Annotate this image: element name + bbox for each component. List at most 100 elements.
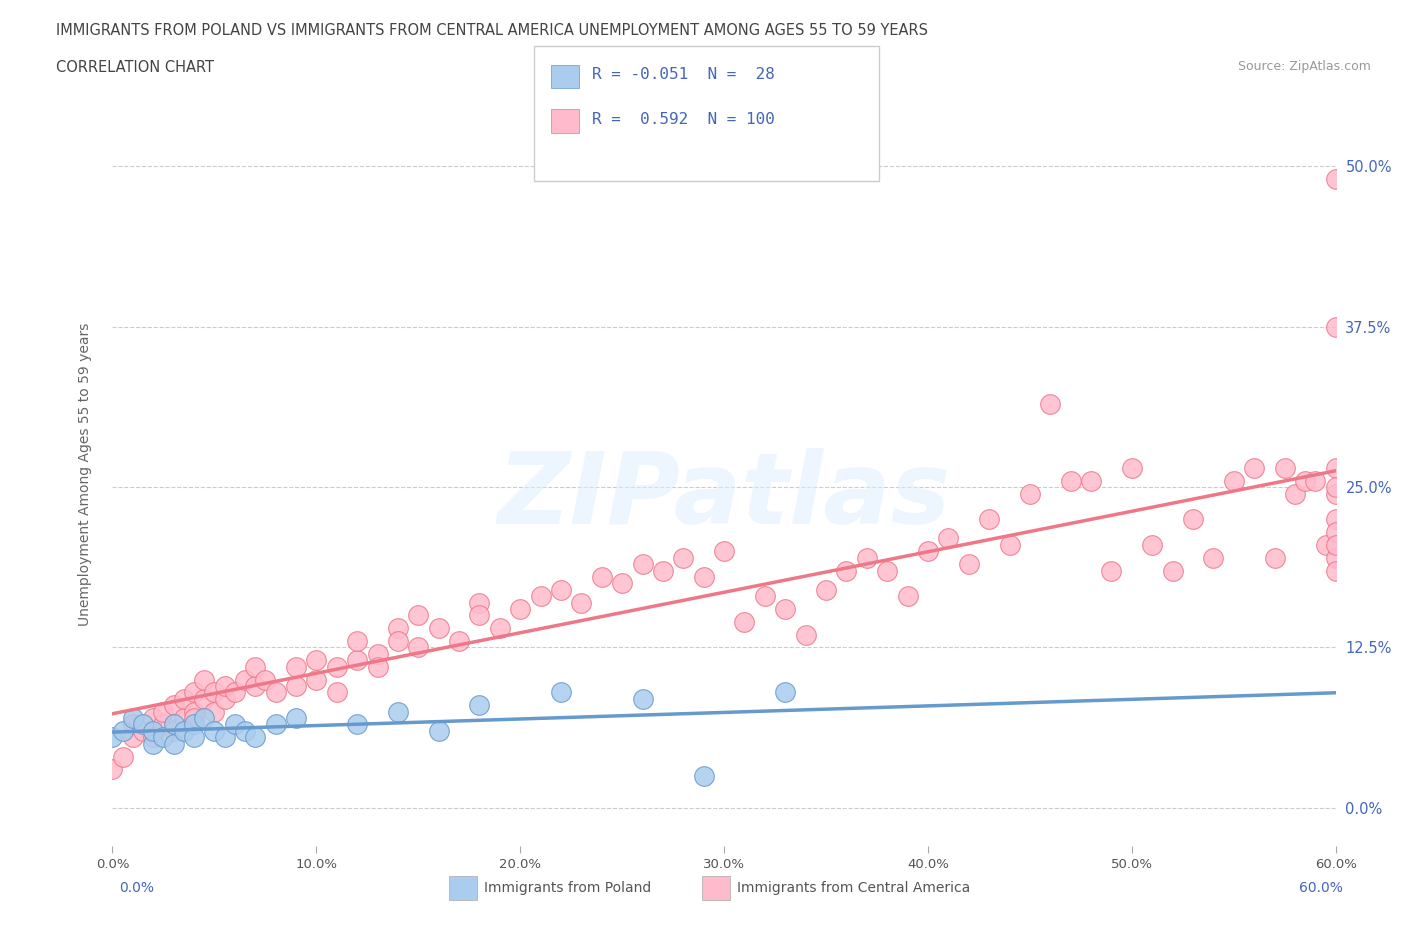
Text: R = -0.051  N =  28: R = -0.051 N = 28 [592,67,775,82]
Point [631,691,654,706]
Point [1324,512,1347,526]
Point [193,711,215,725]
Point [305,653,328,668]
Point [183,717,205,732]
Point [346,653,368,668]
Point [224,684,246,699]
Point [152,730,174,745]
Point [122,730,145,745]
Point [1099,563,1122,578]
Y-axis label: Unemployment Among Ages 55 to 59 years: Unemployment Among Ages 55 to 59 years [77,323,91,626]
Point [326,659,349,674]
Point [775,684,797,699]
Point [897,589,920,604]
Point [408,608,430,623]
Point [387,704,409,719]
Point [693,569,716,584]
Point [1080,473,1102,488]
Text: Immigrants from Central America: Immigrants from Central America [737,881,970,896]
Point [366,646,388,661]
Point [1324,319,1347,334]
Point [1202,551,1225,565]
Point [1324,563,1347,578]
Point [173,691,195,706]
Text: Immigrants from Poland: Immigrants from Poland [484,881,651,896]
Point [122,711,145,725]
Point [233,724,256,738]
Point [794,627,817,642]
Point [591,569,613,584]
Point [672,551,695,565]
Point [204,724,226,738]
Point [366,659,388,674]
Text: 60.0%: 60.0% [1299,881,1343,896]
Point [214,691,236,706]
Point [610,576,633,591]
Point [408,640,430,655]
Point [979,512,1001,526]
Point [284,711,308,725]
Point [754,589,776,604]
Point [1274,460,1296,475]
Point [815,582,838,597]
Point [427,621,450,636]
Point [1324,460,1347,475]
Point [468,608,491,623]
Point [183,704,205,719]
Point [1284,486,1306,501]
Point [183,711,205,725]
Text: ZIPatlas: ZIPatlas [498,448,950,545]
Point [254,672,277,687]
Point [163,737,186,751]
Point [193,672,215,687]
Text: IMMIGRANTS FROM POLAND VS IMMIGRANTS FROM CENTRAL AMERICA UNEMPLOYMENT AMONG AGE: IMMIGRANTS FROM POLAND VS IMMIGRANTS FRO… [56,23,928,38]
Point [1324,525,1347,539]
Point [936,531,959,546]
Point [152,704,174,719]
Point [1121,460,1143,475]
Point [233,672,256,687]
Point [193,691,215,706]
Point [876,563,898,578]
Point [550,582,572,597]
Point [101,762,124,777]
Point [305,672,328,687]
Point [998,538,1021,552]
Point [224,717,246,732]
Point [652,563,675,578]
Point [509,602,531,617]
Point [101,730,124,745]
Point [1243,460,1265,475]
Point [1315,538,1337,552]
Point [142,730,165,745]
Point [122,717,145,732]
Point [132,724,155,738]
Point [917,544,939,559]
Point [1324,486,1347,501]
Point [631,557,654,572]
Point [142,724,165,738]
Point [1264,551,1286,565]
Point [387,621,409,636]
Point [163,717,186,732]
Point [713,544,735,559]
Point [142,711,165,725]
Point [489,621,512,636]
Point [1324,551,1347,565]
Point [142,737,165,751]
Point [245,679,267,694]
Point [957,557,980,572]
Point [111,724,134,738]
Point [468,698,491,712]
Point [775,602,797,617]
Point [152,717,174,732]
Point [204,704,226,719]
Point [204,684,226,699]
Point [1324,172,1347,187]
Point [468,595,491,610]
Text: Source: ZipAtlas.com: Source: ZipAtlas.com [1237,60,1371,73]
Point [214,679,236,694]
Point [1324,538,1347,552]
Point [132,717,155,732]
Point [173,711,195,725]
